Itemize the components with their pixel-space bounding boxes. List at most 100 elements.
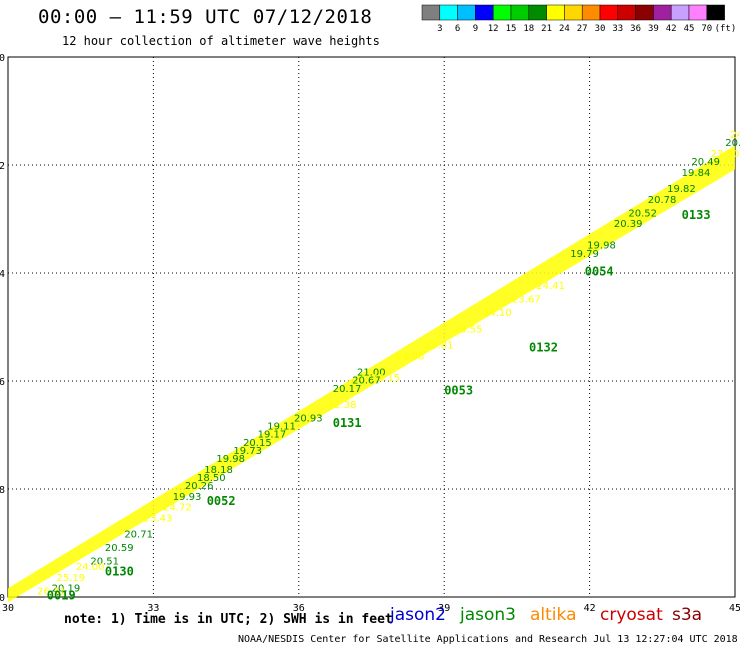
swh-value-label: 24.22: [730, 130, 740, 141]
y-tick-label: -54: [0, 269, 5, 280]
swh-value-label: 18.18: [204, 465, 233, 476]
footer-credit: NOAA/NESDIS Center for Satellite Applica…: [238, 634, 738, 645]
swh-value-label: 19.84: [682, 168, 711, 179]
colorbar-swatch: [439, 4, 458, 21]
legend-s3a: s3a: [672, 605, 703, 625]
track-band: [8, 145, 735, 603]
pass-number-label: 0132: [529, 340, 558, 354]
swh-value-label: 24.72: [163, 503, 192, 514]
colorbar-label: 42: [666, 24, 677, 34]
swh-value-label: 19.98: [587, 241, 616, 252]
x-tick-label: 30: [2, 603, 14, 614]
colorbar-label: 45: [684, 24, 695, 34]
x-tick-label: 33: [147, 603, 159, 614]
swh-value-label: 20.17: [333, 384, 362, 395]
colorbar-label: 9: [473, 24, 478, 34]
pass-number-label: 0130: [105, 564, 134, 578]
y-tick-label: -56: [0, 377, 5, 388]
swh-value-label: 20.93: [294, 414, 323, 425]
swh-value-label: 19.73: [233, 446, 262, 457]
pass-number-label: 0133: [682, 208, 711, 222]
colorbar-swatch: [457, 4, 476, 21]
swh-value-label: 26.31: [37, 586, 66, 597]
colorbar-label: 24: [559, 24, 570, 34]
colorbar-label: 21: [541, 24, 552, 34]
track-band-fill: [8, 145, 735, 603]
colorbar-swatch: [510, 4, 530, 21]
swh-value-label: 24.08: [396, 351, 425, 362]
colorbar-label: 15: [506, 24, 517, 34]
swh-value-label: 20.39: [614, 219, 643, 230]
swh-value-label: 20.71: [124, 530, 153, 541]
colorbar-swatch: [421, 4, 441, 21]
x-tick-label: 36: [293, 603, 305, 614]
chart-subtitle: 12 hour collection of altimeter wave hei…: [62, 34, 380, 48]
legend-jason2: jason2: [390, 605, 446, 625]
colorbar-label: 18: [523, 24, 534, 34]
legend-altika: altika: [530, 605, 577, 625]
data-points: 20.19 20.51 20.59 20.71 19.9320.2618.5018.18…: [37, 130, 740, 603]
chart-axes: 30 33 36 39 42 45 -50 -52 -54 -56 -58 -60: [0, 53, 740, 614]
y-tick-label: -50: [0, 53, 5, 64]
colorbar-swatch: [653, 4, 672, 21]
colorbar-label: 12: [488, 24, 499, 34]
swh-value-label: 22.38: [328, 400, 357, 411]
swh-value-label: 19.17: [258, 430, 287, 441]
pass-number-label: 0019: [47, 589, 76, 603]
swh-value-label: 20.59: [105, 543, 134, 554]
swh-value-label: 19.79: [570, 249, 599, 260]
swh-value-label: 20.49: [691, 157, 720, 168]
colorbar-swatch: [581, 4, 601, 21]
colorbar-swatch: [688, 4, 708, 21]
swh-value-label: 24.00: [76, 562, 105, 573]
colorbar-label: 39: [648, 24, 659, 34]
pass-number-label: 0054: [585, 265, 614, 279]
swh-value-label: 23.15: [372, 373, 401, 384]
swh-value-label: 19.93: [173, 492, 202, 503]
colorbar-label: 33: [612, 24, 623, 34]
swh-value-label: 18.50: [197, 473, 226, 484]
colorbar-swatch: [617, 4, 636, 21]
colorbar-swatch: [528, 4, 547, 21]
swh-value-label: 24.10: [483, 308, 512, 319]
colorbar-swatch: [492, 4, 512, 21]
pass-number-label: 0053: [444, 384, 473, 398]
swh-value-label: 24.41: [536, 281, 565, 292]
swh-value-label: 19.98: [216, 454, 245, 465]
swh-value-label: 23.55: [454, 324, 483, 335]
swh-value-label: 23.67: [512, 295, 541, 306]
y-tick-label: -58: [0, 485, 5, 496]
swh-value-label: 20.78: [648, 195, 677, 206]
colorbar-swatch: [475, 4, 494, 21]
swh-value-label: 19.11: [267, 422, 296, 433]
colorbar-label: 3: [437, 24, 442, 34]
colorbar-swatch: [670, 4, 690, 21]
swh-value-label: 20.15: [243, 438, 272, 449]
colorbar-label: 70: [701, 24, 712, 34]
y-tick-label: -52: [0, 161, 5, 172]
x-tick-label: 45: [729, 603, 740, 614]
colorbar-label: 6: [455, 24, 460, 34]
colorbar-swatch: [546, 4, 565, 21]
colorbar-swatch: [635, 4, 654, 21]
footer-note: note: 1) Time is in UTC; 2) SWH is in fe…: [64, 612, 393, 627]
chart-grid: [7, 56, 736, 598]
colorbar-label: 36: [630, 24, 641, 34]
colorbar-label: 30: [595, 24, 606, 34]
colorbar-swatch: [706, 4, 725, 21]
swh-value-label: 23.90: [711, 149, 740, 160]
swh-value-label: 21.00: [357, 368, 386, 379]
x-tick-label: 39: [438, 603, 450, 614]
swh-value-label: 23.43: [144, 513, 173, 524]
colorbar-swatch: [599, 4, 619, 21]
y-tick-label: -60: [0, 593, 5, 604]
colorbar-unit: (ft): [715, 24, 737, 34]
colorbar-label: 27: [577, 24, 588, 34]
legend-jason3: jason3: [460, 605, 516, 625]
pass-number-label: 0131: [333, 416, 362, 430]
swh-value-label: 23.81: [425, 341, 454, 352]
swh-value-label: 20.26: [185, 481, 214, 492]
swh-value-label: 20.67: [352, 376, 381, 387]
pass-number-label: 0052: [207, 494, 236, 508]
